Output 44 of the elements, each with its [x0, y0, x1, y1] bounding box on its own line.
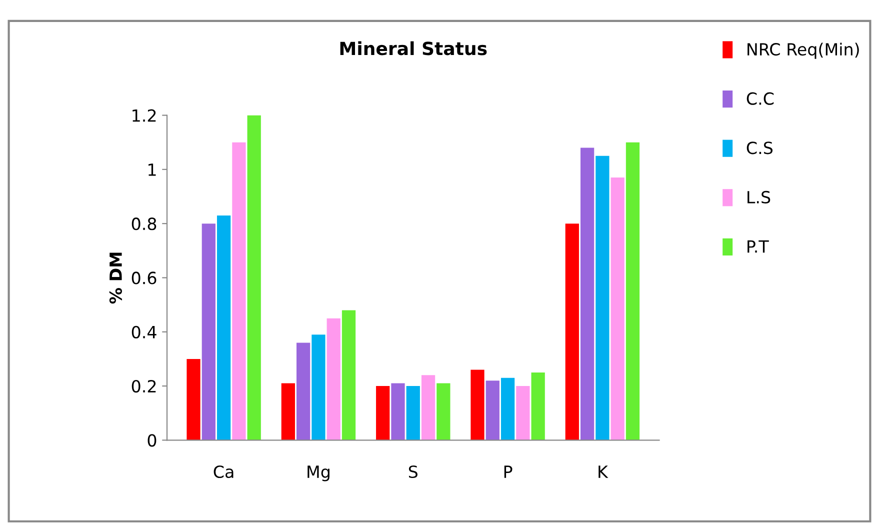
bar	[391, 383, 405, 440]
bar	[516, 386, 530, 440]
legend-label: P.T	[748, 240, 769, 253]
y-tick-label: 0.8	[132, 218, 156, 230]
legend-label: C.C	[746, 92, 774, 105]
y-tick-label: 0.2	[132, 380, 156, 393]
bar	[436, 383, 450, 440]
x-tick-label: P	[504, 466, 512, 478]
bar	[470, 370, 484, 440]
bar	[342, 310, 356, 440]
y-tick-label: 0.6	[132, 272, 156, 284]
bar	[626, 142, 640, 440]
bar	[296, 342, 310, 440]
bar	[580, 148, 594, 440]
bar	[486, 380, 500, 440]
x-tick-label: Ca	[214, 465, 234, 478]
bar	[326, 318, 340, 440]
legend-label: NRC Req(Min)	[748, 42, 859, 59]
bar	[596, 156, 610, 440]
bar	[610, 178, 624, 440]
chart-title: Mineral Status	[340, 41, 487, 56]
bar	[186, 358, 200, 440]
bar	[406, 386, 420, 440]
bar	[312, 334, 326, 440]
y-tick-label: 0.4	[132, 326, 156, 338]
bar	[281, 383, 295, 440]
x-tick-label: Mg	[308, 466, 330, 482]
x-tick-label: K	[598, 466, 608, 478]
y-tick-label: 1.2	[132, 109, 156, 122]
bar	[421, 375, 436, 440]
bar	[202, 224, 216, 440]
bar	[565, 224, 579, 440]
bar	[232, 142, 246, 440]
y-tick-label: 0	[148, 434, 156, 447]
bar	[376, 386, 390, 440]
y-tick-label: 1	[148, 164, 156, 176]
bar	[531, 372, 545, 440]
bar	[247, 115, 261, 440]
bar	[216, 215, 231, 440]
legend-label: L.S	[748, 190, 770, 204]
legend-label: C.S	[746, 142, 773, 154]
bar	[500, 378, 515, 440]
y-axis-title: % DM	[109, 252, 122, 304]
x-tick-label: S	[408, 465, 418, 478]
